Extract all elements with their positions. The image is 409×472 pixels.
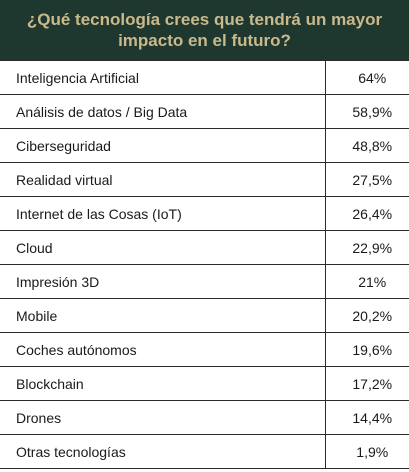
table-row: Blockchain 17,2%: [0, 366, 409, 401]
table-row: Impresión 3D 21%: [0, 264, 409, 299]
row-value: 1,9%: [325, 434, 409, 469]
row-label: Internet de las Cosas (IoT): [0, 196, 326, 231]
row-value: 17,2%: [325, 366, 409, 401]
row-label: Drones: [0, 400, 326, 435]
row-value: 20,2%: [325, 298, 409, 333]
table-row: Coches autónomos 19,6%: [0, 332, 409, 367]
results-table-body: Inteligencia Artificial 64% Análisis de da…: [0, 60, 409, 469]
table-row: Otras tecnologías 1,9%: [0, 434, 409, 469]
table-row: Análisis de datos / Big Data 58,9%: [0, 94, 409, 129]
row-value: 48,8%: [325, 128, 409, 163]
row-label: Mobile: [0, 298, 326, 333]
row-value: 19,6%: [325, 332, 409, 367]
row-label: Realidad virtual: [0, 162, 326, 197]
table-row: Inteligencia Artificial 64%: [0, 60, 409, 95]
table-title: ¿Qué tecnología crees que tendrá un mayo…: [0, 0, 409, 60]
table-row: Ciberseguridad 48,8%: [0, 128, 409, 163]
row-label: Inteligencia Artificial: [0, 60, 326, 95]
table-row: Internet de las Cosas (IoT) 26,4%: [0, 196, 409, 231]
row-label: Blockchain: [0, 366, 326, 401]
row-value: 26,4%: [325, 196, 409, 231]
row-label: Ciberseguridad: [0, 128, 326, 163]
row-label: Coches autónomos: [0, 332, 326, 367]
table-row: Drones 14,4%: [0, 400, 409, 435]
table-row: Realidad virtual 27,5%: [0, 162, 409, 197]
row-value: 27,5%: [325, 162, 409, 197]
table-row: Mobile 20,2%: [0, 298, 409, 333]
results-table: Inteligencia Artificial 64% Análisis de da…: [0, 60, 409, 469]
row-value: 64%: [325, 60, 409, 95]
row-label: Análisis de datos / Big Data: [0, 94, 326, 129]
row-value: 58,9%: [325, 94, 409, 129]
row-value: 22,9%: [325, 230, 409, 265]
row-value: 21%: [325, 264, 409, 299]
row-label: Otras tecnologías: [0, 434, 326, 469]
row-value: 14,4%: [325, 400, 409, 435]
table-row: Cloud 22,9%: [0, 230, 409, 265]
row-label: Impresión 3D: [0, 264, 326, 299]
row-label: Cloud: [0, 230, 326, 265]
